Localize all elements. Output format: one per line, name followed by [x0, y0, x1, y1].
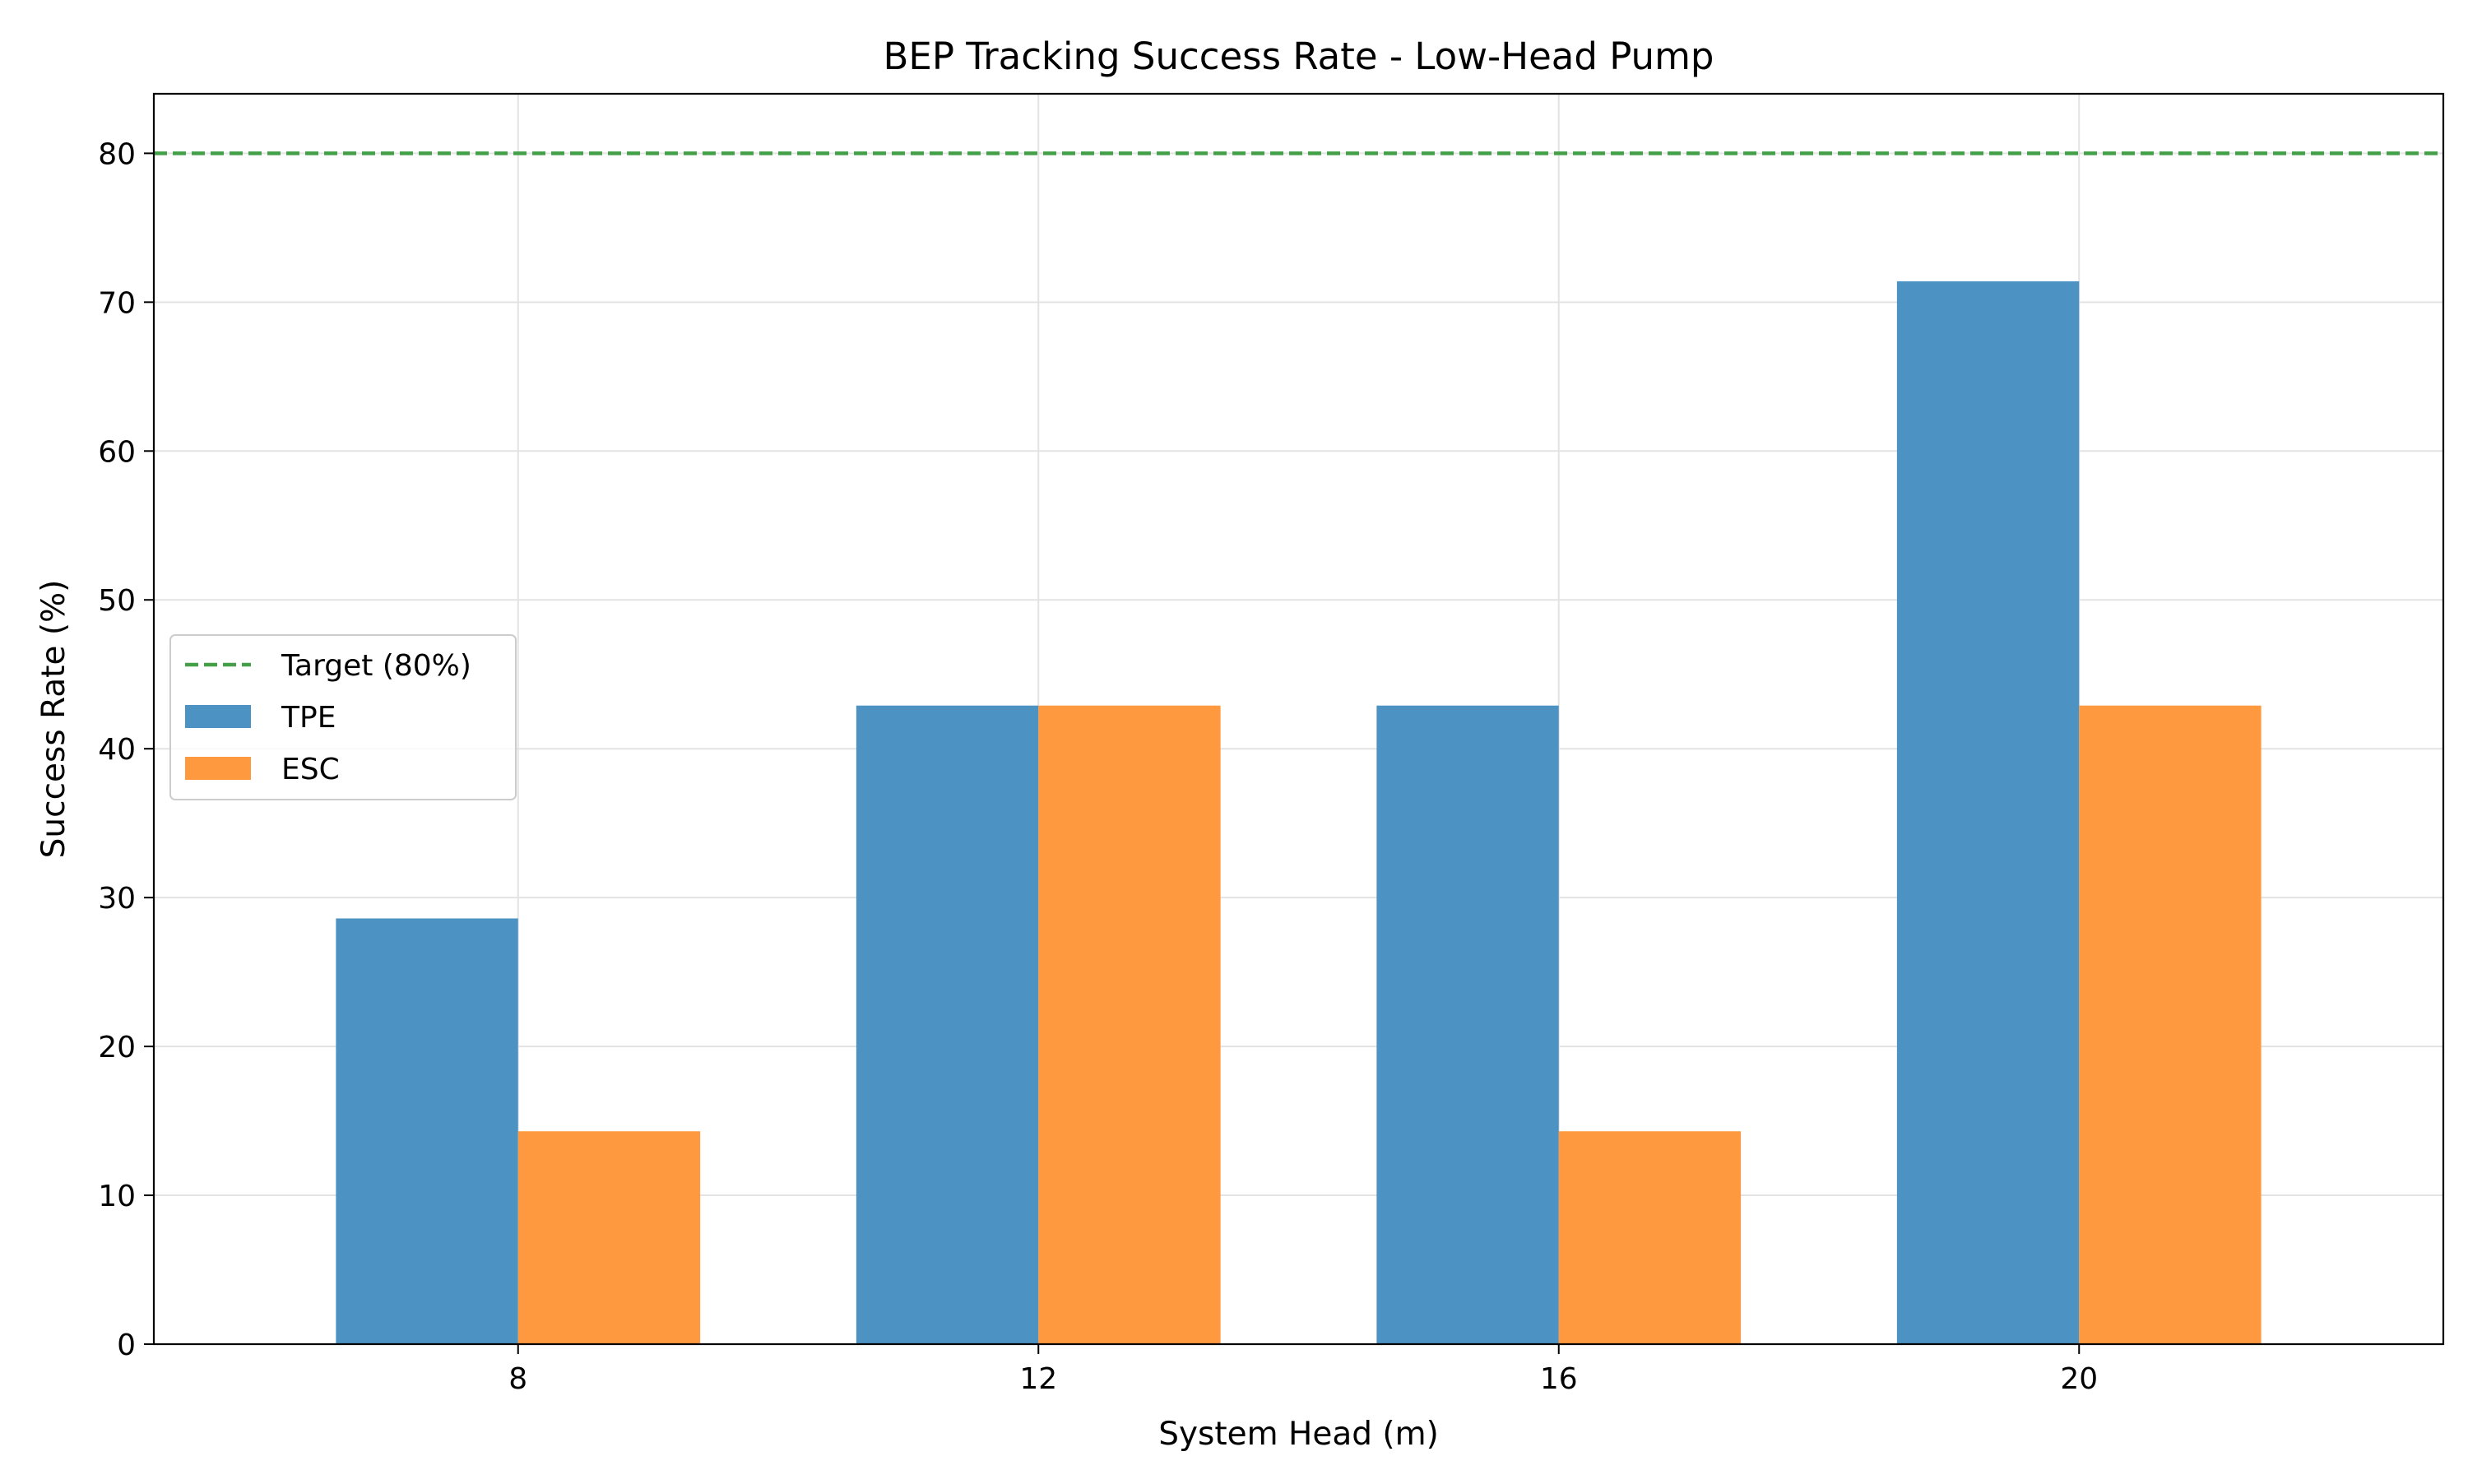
- legend-items: Target (80%) TPE ESC: [185, 649, 471, 786]
- legend-label-esc: ESC: [281, 753, 340, 786]
- y-tick-label: 60: [98, 435, 136, 469]
- bar-tpe-12: [856, 705, 1039, 1344]
- y-tick-label: 40: [98, 733, 136, 767]
- y-tick-label: 10: [98, 1180, 136, 1213]
- y-axis-label: Success Rate (%): [35, 580, 72, 859]
- bar-tpe-16: [1376, 705, 1559, 1344]
- x-tick-label: 16: [1540, 1362, 1578, 1396]
- x-tick-label: 12: [1019, 1362, 1057, 1396]
- x-axis: 8 12 16 20: [508, 1344, 2098, 1396]
- legend-target-label: Target (80%): [281, 649, 471, 683]
- y-tick-label: 80: [98, 137, 136, 171]
- legend-label-tpe: TPE: [281, 701, 336, 735]
- bar-esc-12: [1038, 705, 1221, 1344]
- y-tick-label: 70: [98, 286, 136, 320]
- y-tick-label: 50: [98, 584, 136, 618]
- legend-swatch-tpe: [185, 705, 251, 728]
- y-tick-label: 0: [117, 1329, 136, 1362]
- chart-title: BEP Tracking Success Rate - Low-Head Pum…: [884, 35, 1714, 78]
- y-tick-label: 30: [98, 882, 136, 916]
- bars: [336, 281, 2262, 1344]
- x-tick-label: 8: [508, 1362, 527, 1396]
- bar-esc-16: [1558, 1131, 1742, 1344]
- legend-box: [169, 634, 517, 800]
- legend-swatch-esc: [185, 757, 251, 780]
- bar-esc-8: [517, 1131, 701, 1344]
- x-tick-label: 20: [2060, 1362, 2098, 1396]
- bar-tpe-20: [1896, 281, 2080, 1344]
- bar-esc-20: [2079, 705, 2262, 1344]
- y-tick-label: 20: [98, 1031, 136, 1064]
- legend: Target (80%) TPE ESC: [169, 634, 517, 800]
- bar-tpe-8: [336, 918, 518, 1344]
- y-axis: 0 10 20 30 40 50 60 70 80: [98, 137, 154, 1362]
- plot-frame: [152, 92, 2445, 1346]
- x-axis-label: System Head (m): [1158, 1416, 1439, 1453]
